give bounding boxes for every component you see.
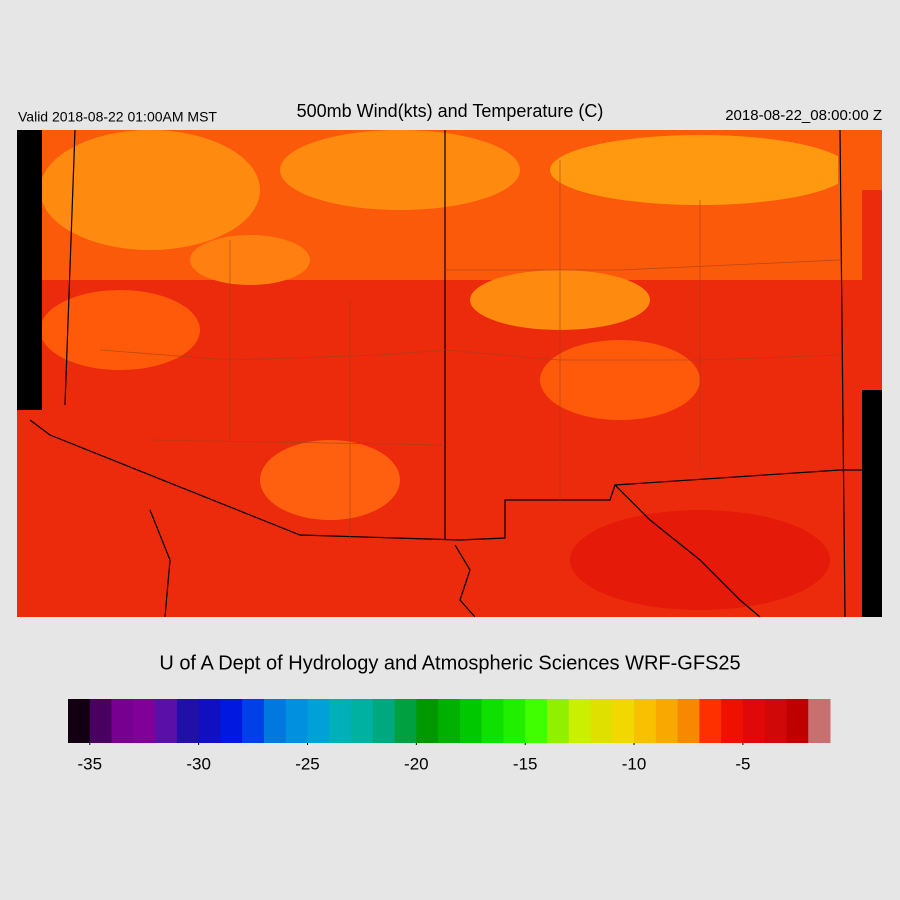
- color-swatch: [546, 699, 570, 743]
- tick-label: -25: [295, 754, 320, 773]
- valid-time: Valid 2018-08-22 01:00AM MST: [18, 109, 217, 125]
- no-data: [17, 130, 42, 410]
- county-lines: [99, 160, 841, 540]
- temperature-patch: [40, 290, 200, 370]
- county-line: [149, 439, 446, 446]
- color-swatch: [285, 699, 308, 743]
- color-swatch: [394, 699, 417, 743]
- color-swatch: [372, 699, 396, 743]
- forecast-time: 2018-08-22_08:00:00 Z: [725, 107, 882, 124]
- color-swatch: [351, 699, 374, 743]
- color-swatch: [525, 699, 548, 743]
- color-swatch: [263, 699, 287, 743]
- border: [149, 509, 171, 618]
- color-swatch: [808, 699, 831, 743]
- tick-label: -20: [404, 754, 429, 773]
- county-line: [445, 259, 841, 271]
- border: [839, 129, 846, 618]
- map-title: 500mb Wind(kts) and Temperature (C): [297, 101, 604, 121]
- color-swatch: [786, 699, 809, 743]
- temperature-patch: [190, 235, 310, 285]
- tick-label: -5: [735, 754, 750, 773]
- color-swatch: [721, 699, 744, 743]
- color-swatch: [677, 699, 700, 743]
- color-swatch: [111, 699, 134, 743]
- color-swatch: [220, 699, 243, 743]
- color-swatch: [155, 699, 178, 743]
- temperature-patch: [550, 135, 850, 205]
- color-swatch: [655, 699, 679, 743]
- borders: [29, 129, 862, 618]
- temperature-field: [838, 130, 882, 190]
- map: [17, 129, 882, 618]
- border: [454, 544, 476, 618]
- border: [29, 419, 862, 541]
- color-swatch: [133, 699, 156, 743]
- credit: U of A Dept of Hydrology and Atmospheric…: [159, 652, 740, 674]
- color-swatch: [329, 699, 352, 743]
- colorbar: -35 -30 -25 -20 -15 -10 -5: [68, 699, 831, 773]
- tick-label: -15: [513, 754, 538, 773]
- temperature-patch: [540, 340, 700, 420]
- color-swatch: [307, 699, 330, 743]
- tick-label: -10: [622, 754, 647, 773]
- color-swatch: [242, 699, 265, 743]
- no-data: [862, 390, 882, 617]
- temperature-patch: [260, 440, 400, 520]
- color-swatch: [634, 699, 657, 743]
- color-swatch: [438, 699, 461, 743]
- color-swatch: [89, 699, 113, 743]
- color-swatch: [590, 699, 613, 743]
- color-swatch: [503, 699, 526, 743]
- color-swatch: [612, 699, 635, 743]
- color-swatch: [481, 699, 504, 743]
- color-swatch: [68, 699, 91, 743]
- temperature-patch: [40, 130, 260, 250]
- color-swatch: [459, 699, 483, 743]
- tick-label: -30: [186, 754, 211, 773]
- color-swatch: [176, 699, 200, 743]
- temperature-patch: [280, 130, 520, 210]
- color-swatch: [198, 699, 221, 743]
- color-swatch: [416, 699, 439, 743]
- color-swatch: [764, 699, 787, 743]
- color-swatch: [742, 699, 766, 743]
- color-swatch: [699, 699, 722, 743]
- border: [614, 484, 761, 618]
- border: [64, 129, 76, 406]
- tick-label: -35: [77, 754, 102, 773]
- color-swatch: [568, 699, 592, 743]
